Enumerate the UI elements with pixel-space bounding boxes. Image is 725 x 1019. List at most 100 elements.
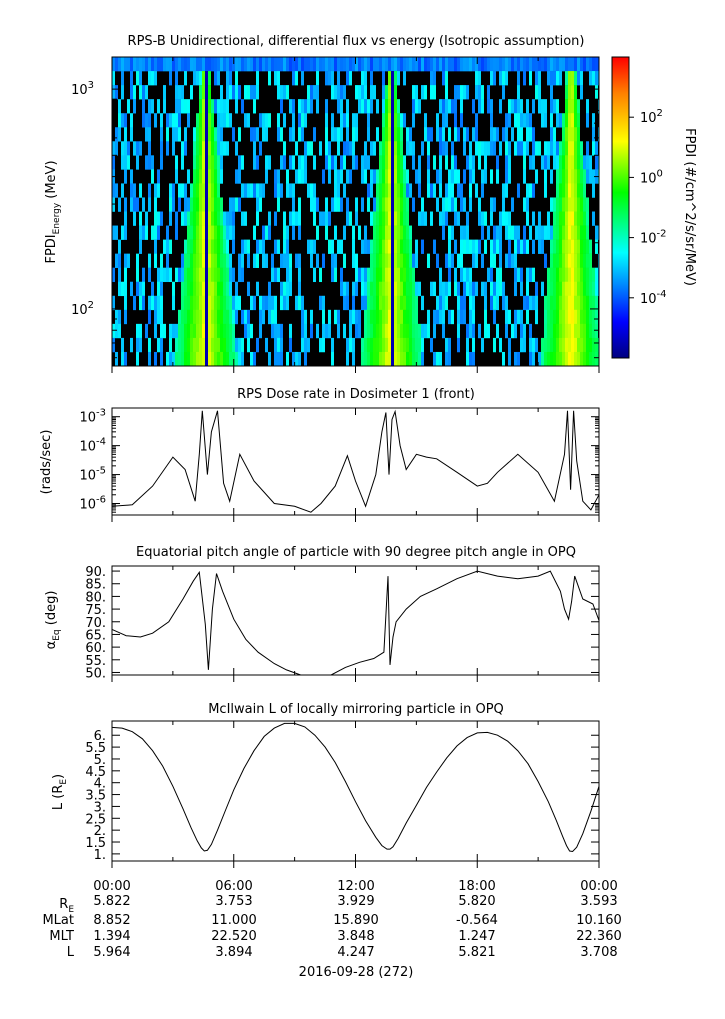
spectrogram-cell: [139, 183, 142, 198]
spectrogram-cell: [331, 253, 334, 268]
spectrogram-cell: [184, 253, 187, 268]
spectrogram-cell: [220, 197, 223, 212]
ephem-cell: 5.964: [93, 945, 130, 960]
spectrogram-cell: [241, 57, 244, 72]
spectrogram-cell: [562, 281, 565, 297]
spectrogram-cell: [556, 99, 559, 114]
spectrogram-cell: [253, 127, 256, 142]
spectrogram-cell: [400, 127, 403, 142]
spectrogram-cell: [217, 337, 220, 353]
spectrogram-cell: [355, 113, 358, 128]
ephem-cell: 3.894: [215, 945, 252, 960]
spectrogram-cell: [553, 295, 556, 311]
spectrogram-cell: [517, 141, 520, 156]
spectrogram-cell: [370, 71, 373, 86]
spectrogram-cell: [580, 239, 583, 254]
spectrogram-cell: [517, 309, 520, 325]
spectrogram-cell: [142, 267, 145, 283]
spectrogram-cell: [580, 309, 583, 325]
spectrogram-cell: [574, 281, 577, 297]
spectrogram-cell: [190, 281, 193, 297]
spectrogram-cell: [520, 99, 523, 114]
spectrogram-cell: [475, 85, 478, 100]
spectrogram-cell: [265, 155, 268, 170]
spectrogram-cell: [589, 309, 592, 325]
spectrogram-cell: [268, 57, 271, 72]
spectrogram-cell: [199, 99, 202, 114]
spectrogram-cell: [205, 183, 208, 198]
spectrogram-cell: [391, 225, 394, 240]
spectrogram-cell: [217, 197, 220, 212]
y-tick-label: 5.: [94, 753, 106, 768]
spectrogram-cell: [421, 211, 424, 226]
spectrogram-cell: [355, 197, 358, 212]
spectrogram-cell: [385, 197, 388, 212]
spectrogram-cell: [556, 337, 559, 353]
spectrogram-cell: [574, 155, 577, 170]
spectrogram-cell: [451, 253, 454, 268]
spectrogram-cell: [565, 99, 568, 114]
spectrogram-cell: [298, 127, 301, 142]
spectrogram-cell: [148, 267, 151, 283]
spectrogram-cell: [382, 211, 385, 226]
spectrogram-cell: [427, 141, 430, 156]
spectrogram-cell: [133, 197, 136, 212]
spectrogram-cell: [139, 281, 142, 297]
ephem-cell: 5.822: [93, 894, 130, 909]
spectrogram-cell: [187, 281, 190, 297]
spectrogram-cell: [592, 183, 595, 198]
spectrogram-cell: [505, 141, 508, 156]
spectrogram-cell: [367, 239, 370, 254]
spectrogram-cell: [250, 85, 253, 100]
ephem-cell: -0.564: [456, 913, 498, 928]
spectrogram-cell: [229, 211, 232, 226]
spectrogram-cell: [439, 267, 442, 283]
spectrogram-cell: [532, 141, 535, 156]
spectrogram-cell: [457, 211, 460, 226]
spectrogram-cell: [190, 57, 193, 72]
spectrogram-cell: [427, 57, 430, 72]
spectrogram-cell: [250, 57, 253, 72]
spectrogram-cell: [280, 295, 283, 311]
spectrogram-cell: [277, 113, 280, 128]
spectrogram-cell: [259, 295, 262, 311]
spectrogram-cell: [193, 281, 196, 297]
spectrogram-cell: [511, 197, 514, 212]
spectrogram-cell: [136, 351, 139, 366]
spectrogram-cell: [130, 197, 133, 212]
spectrogram-cell: [571, 281, 574, 297]
spectrogram-cell: [181, 295, 184, 311]
spectrogram-cell: [217, 309, 220, 325]
spectrogram-cell: [148, 113, 151, 128]
spectrogram-cell: [223, 323, 226, 339]
spectrogram-cell: [457, 85, 460, 100]
spectrogram-cell: [214, 211, 217, 226]
spectrogram-cell: [232, 197, 235, 212]
spectrogram-cell: [520, 281, 523, 297]
spectrogram-cell: [262, 239, 265, 254]
spectrogram-cell: [208, 239, 211, 254]
spectrogram-cell: [520, 57, 523, 72]
spectrogram-cell: [568, 211, 571, 226]
spectrogram-cell: [214, 183, 217, 198]
spectrogram-cell: [547, 155, 550, 170]
spectrogram-cell: [232, 225, 235, 240]
spectrogram-cell: [268, 309, 271, 325]
spectrogram-cell: [205, 253, 208, 268]
spectrogram-cell: [274, 323, 277, 339]
spectrogram-cell: [175, 323, 178, 339]
spectrogram-cell: [184, 351, 187, 366]
spectrogram-cell: [280, 253, 283, 268]
spectrogram-cell: [136, 323, 139, 339]
spectrogram-cell: [406, 337, 409, 353]
spectrogram-cell: [172, 323, 175, 339]
spectrogram-cell: [433, 183, 436, 198]
spectrogram-cell: [196, 239, 199, 254]
spectrogram-cell: [136, 141, 139, 156]
spectrogram-cell: [589, 295, 592, 311]
spectrogram-cell: [568, 85, 571, 100]
spectrogram-cell: [340, 57, 343, 72]
spectrogram-cell: [226, 281, 229, 297]
date-label: 2016-09-28 (272): [299, 965, 414, 980]
